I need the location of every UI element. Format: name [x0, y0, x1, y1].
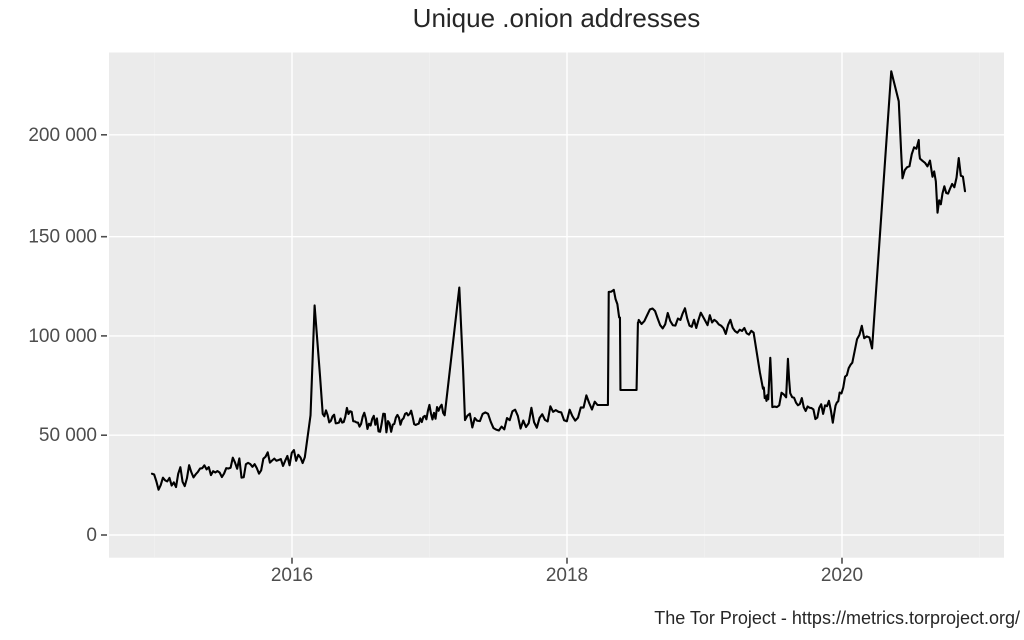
- svg-text:2018: 2018: [546, 565, 588, 586]
- svg-text:2016: 2016: [271, 565, 313, 586]
- svg-text:2020: 2020: [821, 565, 863, 586]
- svg-text:50 000: 50 000: [39, 425, 97, 446]
- svg-text:100 000: 100 000: [28, 326, 97, 347]
- svg-text:150 000: 150 000: [28, 227, 97, 248]
- svg-text:0: 0: [86, 525, 97, 546]
- svg-text:200 000: 200 000: [28, 125, 97, 146]
